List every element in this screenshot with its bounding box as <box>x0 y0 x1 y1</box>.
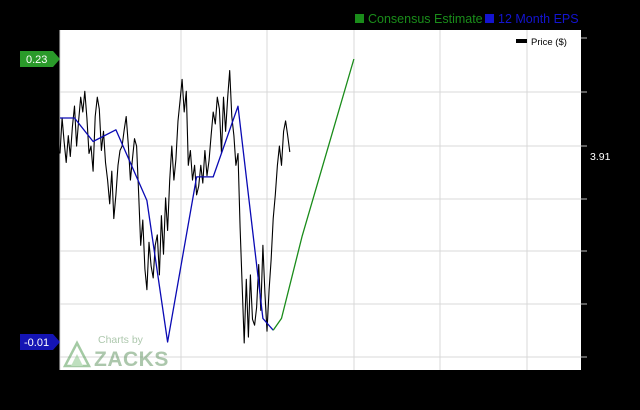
eps-legend-swatch <box>485 14 494 23</box>
consensus-legend-swatch <box>355 14 364 23</box>
plot-area <box>60 30 581 370</box>
price-current-label: 3.91 <box>590 151 611 163</box>
watermark-line1: Charts by <box>98 334 144 346</box>
price-legend: Price ($) <box>516 37 567 48</box>
eps-bottom-badge: -0.01 <box>20 334 60 350</box>
eps-series-line <box>60 105 274 343</box>
top-legend: Consensus Estimate 12 Month EPS <box>355 12 579 26</box>
eps-legend-label: 12 Month EPS <box>498 12 579 26</box>
grid-lines <box>59 30 581 370</box>
eps-bottom-badge-label: -0.01 <box>24 337 49 349</box>
eps-top-badge: 0.23 <box>20 51 60 67</box>
consensus-series-line <box>272 58 355 331</box>
zacks-watermark: Charts by ZACKS <box>62 334 169 371</box>
right-axis-ticks <box>581 37 587 358</box>
price-legend-label: Price ($) <box>531 37 567 48</box>
price-series-line <box>59 70 291 344</box>
watermark-line2: ZACKS <box>94 348 169 371</box>
consensus-legend-label: Consensus Estimate <box>368 12 483 26</box>
eps-top-badge-label: 0.23 <box>26 54 47 66</box>
price-legend-swatch <box>516 39 527 43</box>
zacks-logo-inner-icon <box>71 354 83 366</box>
eps-top-badge-shape <box>20 51 60 67</box>
series-layer <box>59 58 355 344</box>
eps-bottom-badge-shape <box>20 334 60 350</box>
